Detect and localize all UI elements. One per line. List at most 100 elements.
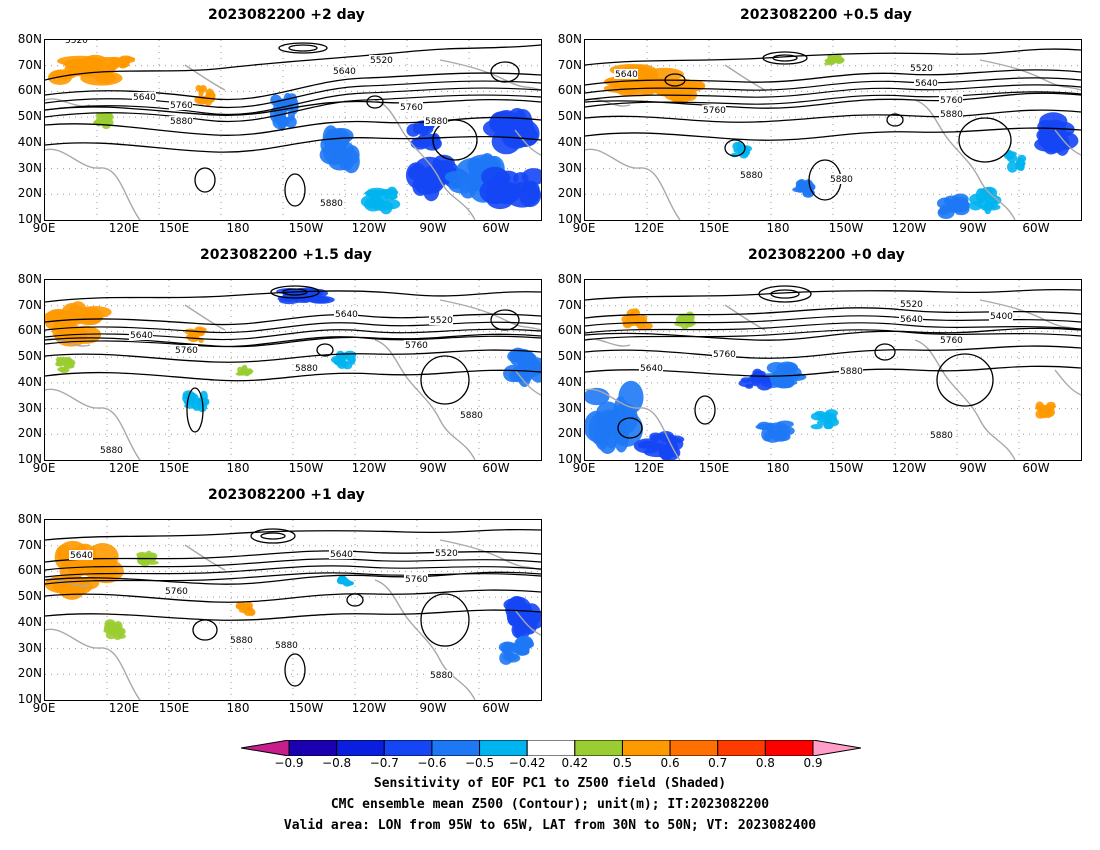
z500-closed-contour	[270, 285, 320, 299]
coastline	[724, 304, 766, 331]
colorbar-tick-label: −0.9	[274, 756, 304, 770]
contour-label-bg	[229, 635, 253, 645]
contour-label: 5880	[275, 641, 298, 651]
coastline	[45, 148, 141, 220]
sensitivity-shading	[1003, 149, 1027, 173]
z500-contour	[585, 48, 1081, 66]
colorbar-segment	[574, 740, 623, 756]
lon-tick-label: 90W	[419, 221, 447, 235]
coastline	[184, 64, 226, 91]
contour-label: 5520	[435, 549, 458, 559]
contour-label: 5880	[460, 411, 483, 421]
contour-label: 5520	[910, 64, 933, 74]
z500-contour	[45, 565, 541, 578]
contour-label-bg	[899, 299, 923, 309]
colorbar-segment	[479, 740, 528, 756]
lat-tick-label: 10N	[17, 452, 42, 466]
lat-tick-label: 30N	[17, 400, 42, 415]
contour-label: 5760	[713, 350, 736, 360]
coastline	[585, 148, 681, 220]
contour-label-bg	[939, 95, 963, 105]
lat-tick-label: 40N	[557, 374, 582, 389]
lon-tick-label: 90W	[419, 701, 447, 715]
lon-tick-label: 180	[766, 461, 790, 475]
sensitivity-shading	[360, 186, 401, 215]
contour-label-bg	[334, 309, 358, 319]
sensitivity-shading	[235, 364, 254, 377]
contour-label-bg	[294, 363, 318, 373]
z500-contour	[45, 589, 541, 603]
z500-closed-contour	[284, 173, 306, 207]
lon-tick-label: 60W	[1022, 221, 1050, 235]
contour-label: 5880	[430, 671, 453, 681]
map-plot: 5640 5520 5640 5760 5760 5880 5880 5880	[584, 39, 1082, 221]
contour-label: 5760	[175, 346, 198, 356]
map-canvas: 5640 5640 5520 5760 5760 5880 5880 5880	[45, 520, 541, 700]
lon-tick-label: 150W	[288, 221, 324, 235]
sensitivity-shading	[194, 84, 216, 106]
contour-label: 5880	[100, 446, 123, 456]
contour-label: 5880	[425, 117, 448, 127]
lon-tick-label: 120W	[891, 221, 927, 235]
sensitivity-shading	[55, 356, 76, 374]
z500-closed-contour	[886, 113, 904, 127]
z500-closed-contour	[617, 417, 643, 439]
map-plot: 5640 5520 5640 5760 5760 5880 5880 5880	[44, 279, 542, 461]
sensitivity-shading	[633, 430, 685, 460]
contour-label-bg	[939, 335, 963, 345]
lat-tick-label: 20N	[17, 186, 42, 201]
z500-closed-contour	[694, 395, 716, 425]
sensitivity-shading	[1035, 401, 1057, 419]
sensitivity-shading	[585, 380, 644, 455]
z500-closed-contour	[284, 653, 306, 687]
lon-tick-label: 90E	[572, 461, 596, 475]
colorbar-tick-label: 0.9	[803, 756, 823, 770]
sensitivity-shading	[479, 166, 541, 210]
contour-label: 5880	[830, 175, 853, 185]
contour-label-bg	[129, 330, 153, 340]
z500-contour	[585, 345, 1081, 359]
lat-tick-label: 50N	[17, 109, 42, 124]
z500-closed-contour	[194, 167, 216, 193]
z500-contour	[45, 558, 541, 571]
coastline	[184, 304, 226, 331]
contour-label-bg	[274, 640, 298, 650]
lat-tick-label: 80N	[17, 512, 42, 526]
contour-label: 5760	[405, 341, 428, 351]
lat-tick-label: 50N	[557, 109, 582, 124]
coastline	[45, 388, 141, 460]
lat-tick-label: 60N	[557, 323, 582, 338]
map-plot: 5520 5640 5400 5760 5760 5640 5880 5880	[584, 279, 1082, 461]
z500-contour	[45, 349, 541, 363]
sensitivity-shading	[498, 635, 535, 665]
contour-label-bg	[712, 349, 736, 359]
contour-label: 5880	[930, 431, 953, 441]
lon-tick-label: 60W	[482, 461, 510, 475]
contour-label-bg	[332, 66, 356, 76]
lat-tick-label: 60N	[17, 83, 42, 98]
z500-contour	[45, 328, 541, 341]
colorbar-tick-label: −0.42	[508, 756, 546, 770]
contour-label: 5880	[940, 110, 963, 120]
contour-label: 5520	[430, 316, 453, 326]
sensitivity-shading	[319, 125, 360, 174]
z500-closed-contour	[346, 593, 364, 607]
contour-label: 5880	[230, 636, 253, 646]
coastline	[724, 64, 766, 91]
colorbar-tick-label: −0.8	[322, 756, 352, 770]
colorbar-segment	[621, 740, 671, 756]
z500-contour	[585, 327, 1081, 341]
lat-tick-label: 60N	[17, 563, 42, 578]
z500-closed-contour	[186, 387, 204, 433]
contour-label-bg	[132, 92, 156, 102]
lon-tick-label: 120E	[633, 461, 665, 475]
colorbar-segment	[669, 740, 719, 756]
lat-tick-label: 70N	[557, 57, 582, 72]
lon-tick-label: 60W	[1022, 461, 1050, 475]
z500-contour	[45, 72, 541, 101]
sensitivity-shading	[621, 308, 653, 331]
lat-tick-label: 40N	[17, 134, 42, 149]
z500-closed-contour	[420, 355, 470, 405]
